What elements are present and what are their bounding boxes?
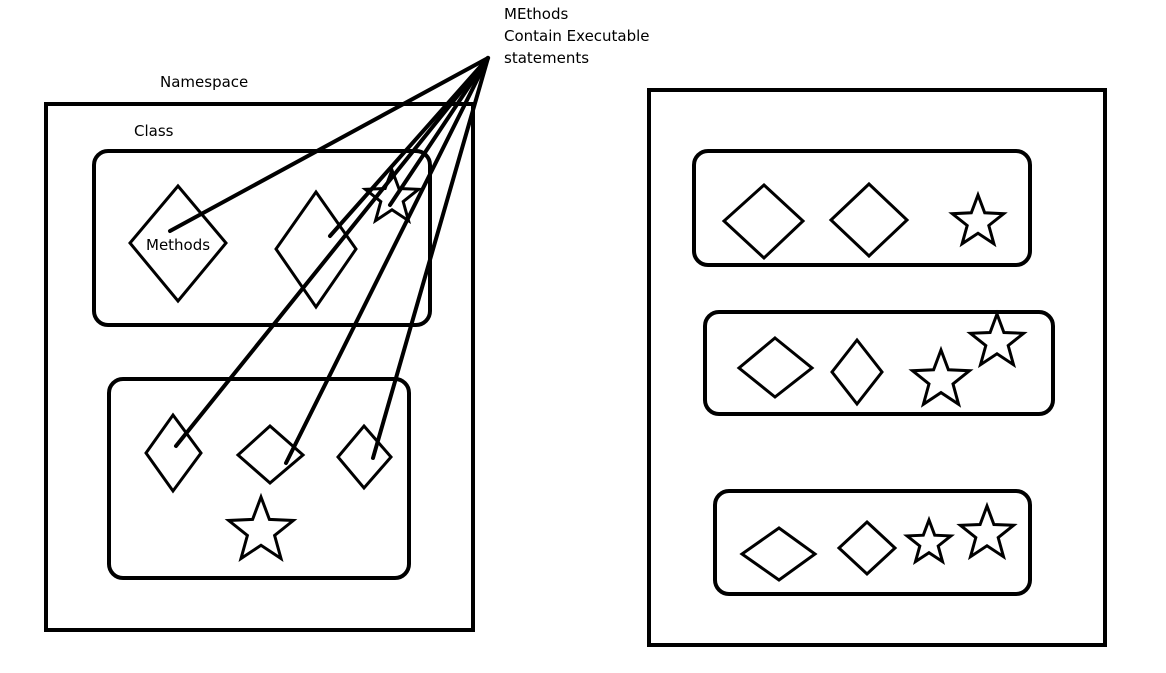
methods-note-line-2: Contain Executable <box>504 27 650 45</box>
star-right-2a <box>966 309 1028 369</box>
star-right-1 <box>948 190 1008 248</box>
methods-label: Methods <box>146 236 211 254</box>
method-diamond-left-5 <box>336 423 393 491</box>
class-label: Class <box>134 122 174 140</box>
star-right-3a <box>903 515 955 566</box>
class-box-bottom-left <box>107 377 411 580</box>
method-diamond-right-6 <box>836 519 898 577</box>
star-left-bottom <box>224 492 298 562</box>
class-box-top-left <box>92 149 432 327</box>
namespace-label: Namespace <box>160 73 249 91</box>
method-diamond-right-2 <box>828 181 910 259</box>
namespace-box-left <box>44 102 475 632</box>
method-diamond-right-3 <box>736 336 815 399</box>
pointer-line-4 <box>174 56 490 448</box>
class-box-right-2 <box>703 310 1055 416</box>
methods-note-line-3: statements <box>504 49 590 67</box>
pointer-line-6 <box>371 56 490 460</box>
method-diamond-right-4 <box>830 337 884 407</box>
method-diamond-left-2 <box>274 189 358 310</box>
methods-note-line-1: MEthods <box>504 5 569 23</box>
pointer-lines <box>168 56 490 465</box>
method-diamond-left-3 <box>144 412 203 494</box>
class-box-right-1 <box>692 149 1032 267</box>
method-diamond-left-4 <box>235 423 306 485</box>
method-diamond-right-5 <box>739 526 818 582</box>
method-diamond-right-1 <box>721 182 806 261</box>
stars-group <box>224 165 1028 566</box>
star-right-2b <box>908 345 974 408</box>
pointer-line-3 <box>388 56 490 207</box>
namespace-box-right <box>647 88 1107 647</box>
pointer-line-5 <box>284 56 490 465</box>
star-right-3b <box>956 501 1018 561</box>
pointer-line-1 <box>168 56 490 233</box>
class-box-right-3 <box>713 489 1032 596</box>
